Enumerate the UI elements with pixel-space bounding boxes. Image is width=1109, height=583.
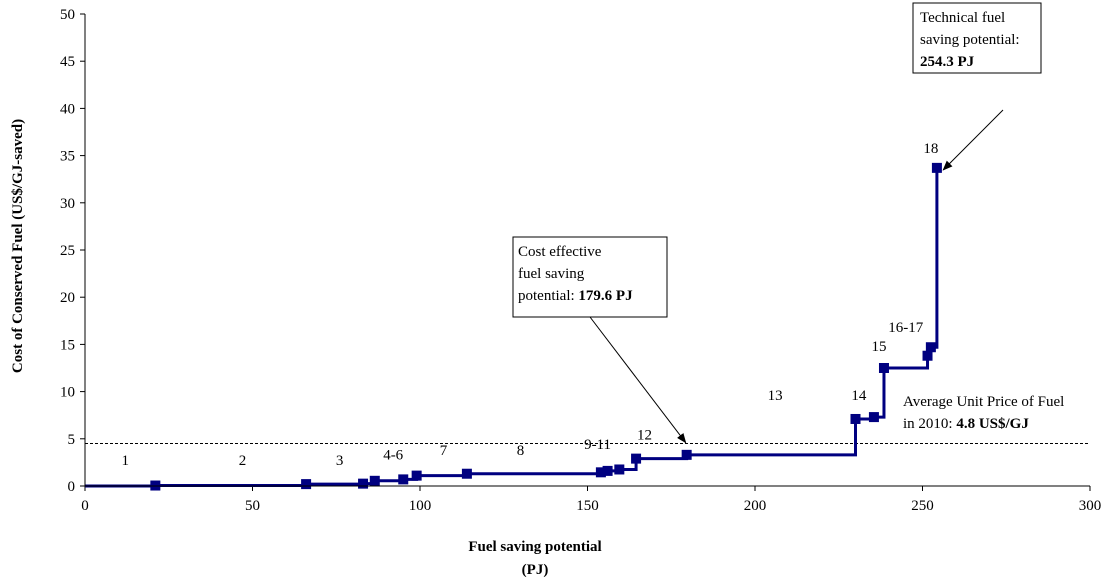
step-label: 1 — [121, 453, 129, 469]
technical-box — [912, 2, 1042, 74]
cost-effective-value: 179.6 PJ — [578, 288, 633, 304]
y-tick-label: 15 — [60, 337, 75, 353]
data-point-marker — [602, 465, 613, 476]
data-markers — [150, 162, 942, 491]
data-point-marker — [850, 413, 861, 424]
step-label: 7 — [440, 443, 448, 459]
plot-axes — [84, 14, 1090, 487]
cost-effective-box — [512, 236, 668, 318]
data-point-marker — [681, 449, 692, 460]
y-tick-label: 20 — [60, 290, 75, 306]
x-axis-title-line1: Fuel saving potential — [468, 539, 601, 555]
data-point-marker — [398, 474, 409, 485]
x-tick-label: 200 — [744, 498, 767, 514]
average-price-label-line1: Average Unit Price of Fuel — [903, 394, 1064, 410]
cost-effective-arrow — [589, 316, 687, 444]
y-tick-label: 25 — [60, 243, 75, 259]
step-label: 13 — [768, 388, 783, 404]
data-point-marker — [461, 468, 472, 479]
step-label: 9-11 — [584, 437, 611, 453]
y-tick-label: 35 — [60, 149, 75, 165]
y-tick-label: 10 — [60, 385, 75, 401]
y-tick-label: 50 — [60, 7, 75, 23]
data-point-marker — [301, 479, 312, 490]
step-label: 4-6 — [383, 448, 403, 464]
y-tick-label: 40 — [60, 101, 75, 117]
data-point-marker — [369, 475, 380, 486]
x-tick-label: 250 — [911, 498, 934, 514]
step-series-line — [85, 167, 939, 488]
step-label: 2 — [239, 453, 247, 469]
average-price-value: 4.8 US$/GJ — [956, 416, 1029, 432]
step-label: 12 — [637, 428, 652, 444]
average-price-label-line2: in 2010: 4.8 US$/GJ — [903, 416, 1029, 432]
step-label: 3 — [336, 453, 344, 469]
data-point-marker — [358, 478, 369, 489]
tick-labels: 0 5 10 15 20 25 30 35 40 45 50 0 50 100 150 200 250 300 — [60, 7, 1101, 514]
data-point-marker — [922, 350, 933, 361]
technical-line1: Technical fuel — [920, 10, 1005, 26]
x-tick-label: 100 — [409, 498, 432, 514]
x-tick-label: 50 — [245, 498, 260, 514]
x-tick-label: 300 — [1079, 498, 1102, 514]
technical-value: 254.3 PJ — [920, 54, 975, 70]
cost-effective-annotation: Cost effective fuel saving potential: 17… — [512, 236, 687, 444]
technical-arrow — [942, 109, 1004, 171]
technical-line2: saving potential: — [920, 32, 1020, 48]
data-point-marker — [878, 363, 889, 373]
average-price-label-prefix: in 2010: — [903, 416, 956, 432]
data-point-marker — [411, 470, 422, 481]
y-tick-label: 5 — [68, 432, 76, 448]
y-tick-label: 45 — [60, 54, 75, 70]
cost-effective-line1: Cost effective — [518, 244, 602, 260]
step-label: 16-17 — [888, 320, 923, 336]
data-point-marker — [595, 467, 606, 478]
data-point-marker — [931, 162, 942, 173]
data-point-marker — [631, 453, 642, 464]
technical-annotation: Technical fuel saving potential: 254.3 P… — [912, 2, 1042, 171]
cost-effective-line3: potential: 179.6 PJ — [518, 288, 633, 304]
x-tick-label: 0 — [81, 498, 89, 514]
step-label: 18 — [923, 141, 938, 157]
cost-effective-prefix: potential: — [518, 288, 578, 304]
x-tick-label: 150 — [576, 498, 599, 514]
y-tick-label: 30 — [60, 196, 75, 212]
data-point-marker — [614, 464, 625, 475]
y-tick-label: 0 — [68, 479, 76, 495]
y-axis-title: Cost of Conserved Fuel (US$/GJ-saved) — [10, 119, 26, 373]
step-label: 8 — [517, 443, 525, 459]
x-axis-title-line2: (PJ) — [522, 562, 549, 578]
step-label: 15 — [871, 339, 886, 355]
cost-effective-line2: fuel saving — [518, 266, 585, 282]
step-label: 14 — [851, 388, 867, 404]
data-point-marker — [925, 342, 936, 353]
data-point-marker — [868, 412, 879, 423]
